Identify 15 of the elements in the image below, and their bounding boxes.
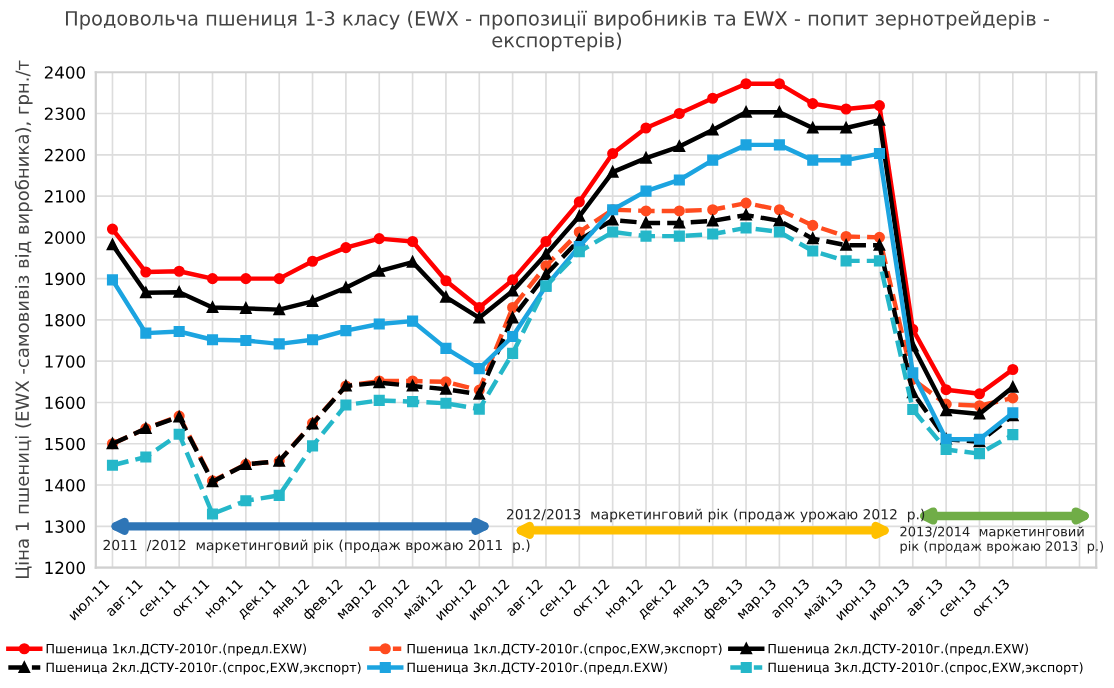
y-tick-label: 1400 [45,479,85,492]
y-axis-title: Ціна 1 пшениці (EWX -самовивіз від виробника), грн./т [14,60,33,579]
chart-title: Продовольча пшениця 1-3 класу (EWX - пропозиції виробників та EWX - попит зернотрейдерів - експортерів) [66,10,1049,52]
y-tick-label: 2100 [44,190,85,203]
y-tick-label: 1800 [45,313,85,327]
y-tick-label: 1700 [45,355,85,368]
y-tick-label: 2400 [44,66,85,79]
y-tick-label: 2200 [44,148,85,162]
y-tick-label: 1900 [45,272,85,286]
y-tick-label: 1200 [45,561,85,575]
y-tick-label: 1300 [45,520,85,533]
y-tick-label: 1500 [45,437,85,451]
y-tick-label: 2000 [44,231,85,244]
y-tick-label: 2300 [44,107,85,121]
y-tick-label: 1600 [45,396,85,410]
